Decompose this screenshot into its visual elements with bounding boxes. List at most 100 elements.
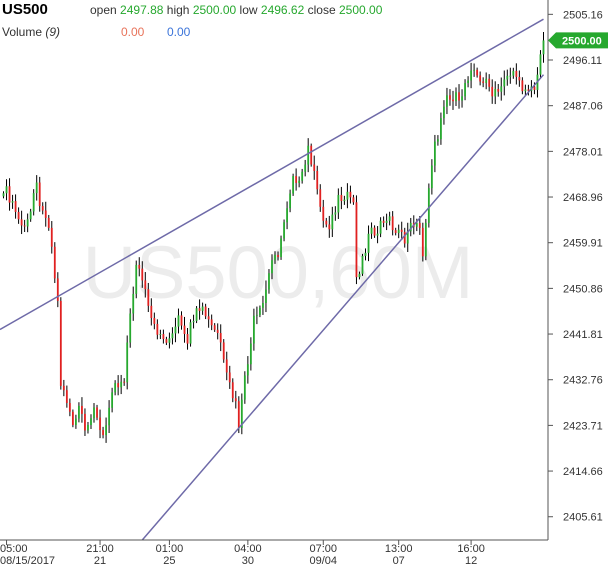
- x-tick-label-time: 04:00: [234, 543, 262, 555]
- candle-body: [186, 334, 189, 344]
- candle-body: [207, 316, 210, 320]
- y-tick-label: 2468.96: [563, 192, 603, 204]
- candle-body: [415, 223, 418, 227]
- candle-body: [120, 381, 123, 388]
- candle-body: [515, 70, 518, 77]
- candle-body: [234, 398, 237, 402]
- candle-body: [452, 99, 454, 102]
- candle-body: [382, 220, 385, 223]
- candle-body: [283, 222, 285, 239]
- x-tick-label-date: 25: [163, 555, 175, 567]
- candle-body: [5, 186, 8, 194]
- volume-value-a: 0.00: [121, 25, 145, 39]
- candle-body: [277, 254, 279, 258]
- candle-body: [41, 206, 44, 211]
- candle-body: [8, 186, 11, 203]
- candle-body: [533, 86, 536, 90]
- candle-body: [87, 424, 89, 431]
- candle-body: [228, 372, 231, 383]
- candle-body: [331, 214, 334, 230]
- candle-body: [177, 315, 180, 327]
- candle-body: [262, 303, 264, 308]
- y-tick-label: 2459.91: [563, 238, 603, 250]
- candle-body: [201, 306, 204, 311]
- candle-body: [14, 201, 17, 212]
- high-label: high: [166, 3, 190, 17]
- candle-body: [443, 106, 445, 119]
- candle-body: [385, 220, 388, 223]
- trendline[interactable]: [141, 74, 545, 541]
- candle-body: [65, 390, 68, 404]
- candle-body: [71, 411, 74, 425]
- y-tick-label: 2414.66: [563, 466, 603, 478]
- candle-body: [81, 405, 83, 414]
- candle-body: [246, 364, 249, 376]
- candle-body: [59, 300, 62, 386]
- y-tick-label: 2478.01: [563, 146, 603, 158]
- volume-period: (9): [45, 25, 61, 39]
- candle-body: [225, 359, 228, 373]
- candle-body: [213, 325, 216, 330]
- candle-body: [367, 233, 370, 253]
- candle-body: [259, 307, 261, 315]
- volume-label: Volume: [2, 25, 43, 39]
- candle-body: [470, 70, 472, 81]
- close-label: close: [307, 3, 336, 17]
- candle-body: [117, 383, 120, 388]
- candle-body: [162, 334, 165, 340]
- candle-body: [156, 323, 159, 335]
- trendline[interactable]: [0, 18, 544, 331]
- candle-body: [78, 405, 80, 419]
- candle-body: [256, 314, 258, 316]
- candle-body: [280, 238, 282, 258]
- candle-body: [99, 417, 101, 431]
- candle-body: [316, 170, 319, 190]
- candle-body: [542, 40, 545, 55]
- candle-body: [409, 222, 412, 232]
- candle-body: [204, 306, 207, 317]
- candle-body: [488, 78, 491, 87]
- candle-body: [243, 375, 246, 400]
- candle-body: [427, 188, 430, 223]
- high-value: 2500.00: [192, 3, 237, 17]
- candle-body: [183, 325, 186, 335]
- watermark: US500,60M: [83, 231, 474, 314]
- candle-body: [376, 233, 379, 236]
- candle-body: [355, 202, 358, 278]
- candle-body: [135, 264, 138, 294]
- candle-body: [195, 308, 198, 321]
- x-tick-label-date: 07: [393, 555, 405, 567]
- candle-body: [437, 139, 439, 142]
- candle-body: [174, 326, 177, 334]
- candle-body: [180, 315, 183, 326]
- x-tick-label-date: 21: [94, 555, 106, 567]
- candle-body: [171, 333, 174, 339]
- y-tick-label: 2496.11: [563, 55, 602, 67]
- y-tick-label: 2432.76: [563, 375, 603, 387]
- candle-body: [129, 313, 132, 343]
- candle-body: [458, 92, 460, 101]
- candle-body: [482, 81, 485, 83]
- candle-body: [394, 230, 397, 234]
- candle-body: [539, 54, 542, 75]
- candle-body: [307, 145, 310, 165]
- candle-body: [75, 418, 77, 425]
- candle-body: [304, 164, 307, 172]
- candle-body: [455, 92, 457, 102]
- candle-body: [274, 254, 276, 261]
- candle-body: [132, 293, 135, 314]
- trendlines: [0, 18, 545, 541]
- x-tick-label-date: 12: [465, 555, 477, 567]
- candle-body: [216, 329, 219, 333]
- candle-body: [111, 392, 114, 408]
- candle-body: [90, 418, 92, 425]
- candle-body: [123, 381, 126, 383]
- candle-body: [150, 305, 153, 318]
- candle-body: [340, 194, 343, 202]
- last-price-value: 2500.00: [562, 35, 602, 47]
- candle-body: [210, 319, 213, 326]
- candle-body: [343, 199, 346, 202]
- candle-body: [361, 255, 364, 274]
- candle-body: [292, 176, 295, 194]
